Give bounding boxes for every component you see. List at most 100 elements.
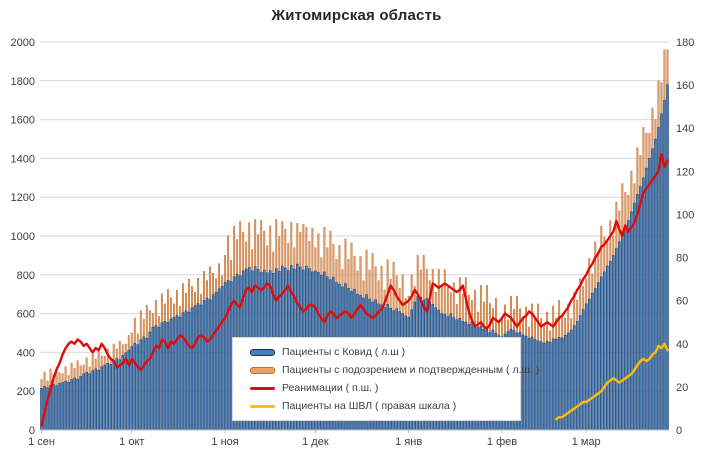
covid-bar bbox=[542, 342, 546, 431]
covid-bar bbox=[536, 340, 540, 431]
covid-bar bbox=[70, 379, 73, 431]
legend-swatch-covid-bar bbox=[250, 348, 275, 356]
legend-swatch-ventilator-line bbox=[250, 404, 275, 408]
covid-bar bbox=[596, 282, 600, 431]
legend-item-reanimation: Реанимации ( п.ш. ) bbox=[250, 383, 514, 394]
covid-bar bbox=[103, 364, 107, 431]
axis-labels: 0 200 400 600 800 1000 1200 1400 1600 1800 2000 0 20… bbox=[11, 37, 695, 448]
covid-bar bbox=[539, 341, 543, 431]
covid-bar bbox=[627, 220, 630, 431]
covid-bar bbox=[97, 370, 100, 431]
covid-bar bbox=[548, 342, 552, 431]
legend-swatch-suspected-bar bbox=[250, 366, 275, 374]
covid-bar bbox=[172, 317, 176, 431]
covid-bar bbox=[193, 305, 197, 431]
covid-bar bbox=[139, 339, 143, 431]
chart-legend: Пациенты с Ковид ( л.ш ) Пациенты с подо… bbox=[232, 337, 539, 421]
covid-bar bbox=[79, 376, 82, 431]
covid-bar bbox=[575, 321, 579, 431]
covid-bar bbox=[590, 292, 594, 431]
covid-bar bbox=[615, 248, 618, 431]
covid-bar bbox=[642, 177, 645, 431]
covid-bar bbox=[76, 378, 79, 431]
y-left-tick-label: 1400 bbox=[11, 153, 35, 165]
covid-bar bbox=[602, 271, 606, 431]
y-left-tick-label: 1200 bbox=[11, 192, 35, 204]
covid-bar bbox=[112, 360, 116, 431]
reanimation-line bbox=[40, 152, 669, 427]
covid-bar bbox=[551, 338, 555, 431]
y-left-tick-label: 600 bbox=[17, 309, 35, 321]
covid-bar bbox=[202, 300, 206, 431]
covid-bar bbox=[124, 352, 128, 431]
covid-bar bbox=[91, 370, 94, 431]
covid-bar bbox=[115, 358, 119, 431]
covid-bar bbox=[175, 315, 179, 431]
covid-bar bbox=[651, 148, 654, 431]
covid-bar bbox=[630, 211, 633, 431]
y-right-tick-label: 180 bbox=[676, 37, 694, 49]
x-tick-label: 1 сен bbox=[28, 436, 55, 448]
x-tick-label: 1 янв bbox=[395, 436, 422, 448]
covid-bar bbox=[666, 84, 669, 431]
covid-bar bbox=[145, 338, 149, 431]
covid-bar bbox=[566, 332, 570, 431]
covid-bar bbox=[58, 383, 61, 431]
covid-bar bbox=[67, 382, 70, 431]
covid-bar bbox=[52, 383, 55, 431]
covid-bar bbox=[223, 282, 227, 431]
covid-bar bbox=[73, 377, 76, 431]
covid-bar bbox=[61, 382, 64, 431]
covid-bar bbox=[578, 315, 582, 431]
covid-bar bbox=[663, 99, 666, 431]
y-left-tick-label: 1000 bbox=[11, 231, 35, 243]
covid-bar bbox=[85, 372, 88, 431]
covid-bar bbox=[612, 255, 615, 431]
covid-bar bbox=[148, 331, 152, 431]
legend-item-suspected-patients: Пациенты с подозрением и подтвержденным … bbox=[250, 365, 539, 376]
covid-bar bbox=[599, 276, 603, 431]
covid-bar bbox=[584, 303, 588, 431]
covid-bar bbox=[639, 186, 642, 431]
covid-bar bbox=[199, 304, 203, 431]
covid-bar bbox=[187, 311, 191, 431]
legend-label-ventilator: Пациенты на ШВЛ ( правая шкала ) bbox=[282, 399, 457, 412]
y-right-tick-label: 120 bbox=[676, 166, 694, 178]
covid-bar bbox=[133, 343, 137, 431]
y-left-tick-label: 800 bbox=[17, 270, 35, 282]
covid-bar bbox=[606, 265, 609, 431]
covid-bar bbox=[217, 288, 221, 431]
covid-bar bbox=[109, 364, 113, 431]
y-left-tick-label: 1600 bbox=[11, 115, 35, 127]
y-left-tick-label: 1800 bbox=[11, 76, 35, 88]
covid-bar bbox=[572, 325, 576, 431]
covid-bar bbox=[196, 303, 200, 431]
covid-bar bbox=[55, 385, 58, 431]
x-tick-label: 1 дек bbox=[302, 436, 329, 448]
y-right-tick-label: 160 bbox=[676, 80, 694, 92]
y-right-tick-label: 100 bbox=[676, 209, 694, 221]
covid-bar bbox=[190, 307, 194, 431]
covid-bar bbox=[533, 339, 537, 431]
covid-bar bbox=[136, 344, 140, 431]
covid-bar bbox=[609, 260, 612, 431]
covid-bar bbox=[151, 326, 155, 431]
covid-bar bbox=[220, 286, 224, 431]
y-right-tick-label: 140 bbox=[676, 123, 694, 135]
covid-bar bbox=[545, 340, 549, 431]
covid-bar bbox=[118, 359, 122, 431]
covid-bar bbox=[88, 373, 91, 431]
x-tick-label: 1 мар bbox=[572, 436, 601, 448]
covid-bar bbox=[214, 292, 218, 431]
covid-bar bbox=[100, 366, 104, 431]
legend-swatch-reanimation-line bbox=[250, 386, 275, 390]
covid-bar bbox=[636, 194, 639, 431]
covid-bar bbox=[648, 158, 651, 431]
covid-bar bbox=[82, 373, 85, 431]
legend-label-reanimation: Реанимации ( п.ш. ) bbox=[282, 381, 379, 394]
covid-bar bbox=[163, 321, 167, 431]
covid-bar bbox=[593, 288, 597, 431]
x-tick-label: 1 фев bbox=[487, 436, 517, 448]
covid-bar bbox=[633, 202, 636, 431]
